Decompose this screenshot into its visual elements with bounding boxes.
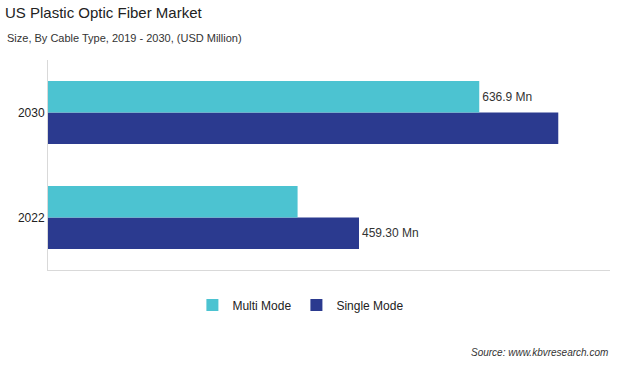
svg-text:2030: 2030 bbox=[18, 106, 45, 120]
svg-text:Single Mode: Single Mode bbox=[336, 299, 403, 313]
svg-text:2022: 2022 bbox=[18, 211, 45, 225]
svg-text:Source: www.kbvresearch.com: Source: www.kbvresearch.com bbox=[471, 347, 608, 358]
svg-text:Multi Mode: Multi Mode bbox=[232, 299, 291, 313]
svg-text:US Plastic Optic Fiber Market: US Plastic Optic Fiber Market bbox=[5, 4, 203, 21]
svg-text:459.30 Mn: 459.30 Mn bbox=[362, 226, 419, 240]
svg-text:Size, By Cable Type, 2019 - 20: Size, By Cable Type, 2019 - 2030, (USD M… bbox=[7, 32, 242, 44]
svg-text:636.9 Mn: 636.9 Mn bbox=[482, 90, 532, 104]
